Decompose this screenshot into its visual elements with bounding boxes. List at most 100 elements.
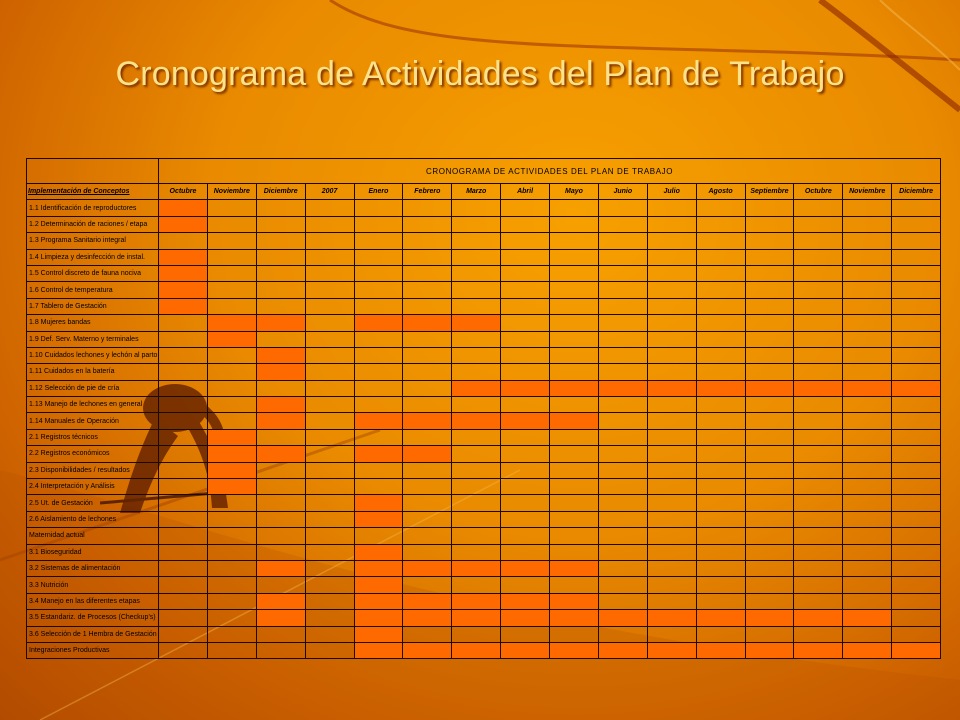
- scheduled-cell: [695, 641, 746, 660]
- scheduled-cell: [255, 314, 306, 332]
- empty-cell: [793, 314, 844, 332]
- scheduled-cell: [549, 412, 599, 430]
- empty-cell: [646, 543, 697, 561]
- empty-cell: [842, 445, 893, 463]
- scheduled-cell: [206, 428, 257, 447]
- empty-cell: [744, 592, 795, 611]
- activity-label: 1.1 Identificación de reproductores: [26, 199, 159, 217]
- empty-cell: [304, 215, 355, 234]
- empty-cell: [695, 264, 746, 283]
- empty-cell: [891, 510, 942, 529]
- activity-label: 1.12 Selección de pie de cría: [26, 379, 159, 398]
- empty-cell: [451, 281, 502, 299]
- empty-cell: [597, 363, 648, 381]
- empty-cell: [158, 346, 208, 365]
- empty-cell: [793, 592, 844, 611]
- empty-cell: [549, 396, 599, 414]
- empty-cell: [842, 461, 893, 480]
- empty-cell: [304, 592, 355, 611]
- table-row: 1.10 Cuidados lechones y lechón al parto: [26, 346, 942, 365]
- scheduled-cell: [353, 445, 404, 463]
- empty-cell: [695, 592, 746, 611]
- empty-cell: [744, 543, 795, 561]
- empty-cell: [793, 576, 844, 594]
- empty-cell: [891, 330, 942, 348]
- month-header: 2007: [304, 182, 355, 201]
- empty-cell: [206, 559, 257, 578]
- empty-cell: [451, 346, 502, 365]
- empty-cell: [451, 494, 502, 512]
- empty-cell: [451, 199, 502, 217]
- empty-cell: [842, 248, 893, 266]
- empty-cell: [549, 625, 599, 643]
- empty-cell: [402, 494, 453, 512]
- empty-cell: [402, 576, 453, 594]
- empty-cell: [646, 215, 697, 234]
- scheduled-cell: [500, 559, 550, 578]
- empty-cell: [597, 428, 648, 447]
- empty-cell: [549, 510, 599, 529]
- scheduled-cell: [451, 314, 502, 332]
- empty-cell: [206, 363, 257, 381]
- empty-cell: [793, 428, 844, 447]
- empty-cell: [891, 559, 942, 578]
- scheduled-cell: [597, 609, 648, 627]
- empty-cell: [646, 428, 697, 447]
- scheduled-cell: [695, 609, 746, 627]
- empty-cell: [500, 264, 550, 283]
- empty-cell: [842, 559, 893, 578]
- scheduled-cell: [255, 592, 306, 611]
- empty-cell: [353, 346, 404, 365]
- empty-cell: [451, 527, 502, 545]
- empty-cell: [158, 592, 208, 611]
- activity-label: 1.2 Determinación de raciones / etapa: [26, 215, 159, 234]
- scheduled-cell: [255, 609, 306, 627]
- empty-cell: [842, 281, 893, 299]
- scheduled-cell: [451, 379, 502, 398]
- empty-cell: [500, 199, 550, 217]
- table-row: 3.1 Bioseguridad: [26, 543, 942, 561]
- empty-cell: [255, 494, 306, 512]
- empty-cell: [597, 494, 648, 512]
- empty-cell: [304, 445, 355, 463]
- scheduled-cell: [891, 641, 942, 660]
- activity-label: 3.2 Sistemas de alimentación: [26, 559, 159, 578]
- activity-label: 2.3 Disponibilidades / resultados: [26, 461, 159, 480]
- empty-cell: [158, 609, 208, 627]
- empty-cell: [695, 363, 746, 381]
- empty-cell: [402, 461, 453, 480]
- empty-cell: [255, 199, 306, 217]
- empty-cell: [500, 494, 550, 512]
- month-header: Enero: [353, 182, 404, 201]
- empty-cell: [597, 346, 648, 365]
- empty-cell: [549, 428, 599, 447]
- empty-cell: [549, 576, 599, 594]
- empty-cell: [842, 215, 893, 234]
- scheduled-cell: [353, 494, 404, 512]
- activity-label: Maternidad actual: [26, 527, 159, 545]
- empty-cell: [402, 428, 453, 447]
- scheduled-cell: [451, 559, 502, 578]
- empty-cell: [304, 609, 355, 627]
- empty-cell: [695, 248, 746, 266]
- empty-cell: [744, 199, 795, 217]
- empty-cell: [304, 527, 355, 545]
- empty-cell: [597, 297, 648, 316]
- empty-cell: [597, 330, 648, 348]
- empty-cell: [744, 314, 795, 332]
- empty-cell: [158, 314, 208, 332]
- activity-label: 1.8 Mujeres bandas: [26, 314, 159, 332]
- empty-cell: [597, 461, 648, 480]
- empty-cell: [206, 396, 257, 414]
- empty-cell: [842, 346, 893, 365]
- table-row: 2.6 Aislamiento de lechones: [26, 510, 942, 529]
- empty-cell: [646, 363, 697, 381]
- empty-cell: [793, 330, 844, 348]
- empty-cell: [793, 543, 844, 561]
- empty-cell: [206, 297, 257, 316]
- empty-cell: [255, 461, 306, 480]
- empty-cell: [402, 330, 453, 348]
- empty-cell: [451, 428, 502, 447]
- empty-cell: [353, 199, 404, 217]
- empty-cell: [158, 527, 208, 545]
